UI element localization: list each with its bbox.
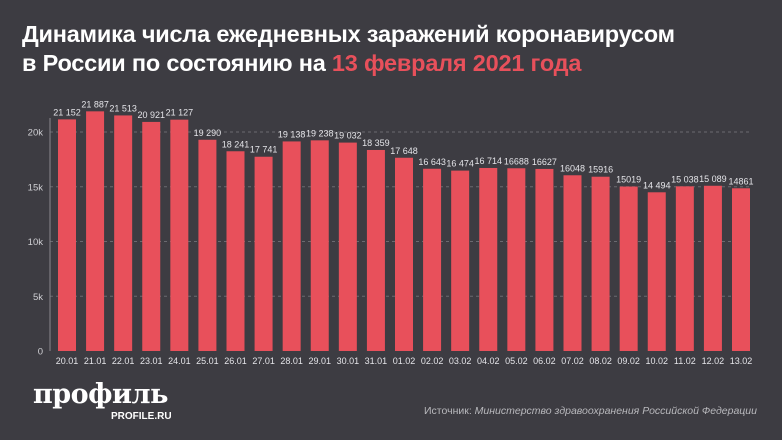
bar (198, 139, 217, 351)
source-label: Источник: (424, 405, 475, 417)
bar (423, 168, 442, 351)
y-tick-label: 15k (28, 182, 44, 193)
bar (366, 149, 385, 351)
x-tick-label: 11.02 (674, 356, 696, 366)
data-label: 19 032 (334, 131, 362, 141)
bar (282, 141, 301, 351)
x-tick-label: 26.01 (224, 356, 247, 366)
data-label: 15916 (588, 165, 613, 175)
data-label: 16 474 (446, 159, 474, 169)
x-tick-label: 09.02 (617, 356, 640, 366)
x-tick-label: 13.02 (730, 356, 753, 366)
x-tick-label: 21.01 (84, 356, 107, 366)
data-label: 15019 (616, 175, 641, 185)
x-tick-label: 10.02 (645, 356, 668, 366)
bar (563, 175, 582, 351)
bar (451, 170, 470, 351)
bar (675, 186, 694, 351)
bar (170, 119, 189, 351)
x-tick-label: 03.02 (449, 356, 472, 366)
data-label: 16048 (560, 163, 585, 173)
x-tick-label: 04.02 (477, 356, 500, 366)
bar (591, 176, 610, 351)
data-label: 17 648 (390, 146, 418, 156)
data-label: 19 238 (306, 128, 334, 138)
data-label: 14861 (728, 176, 753, 186)
bar (395, 157, 413, 351)
y-tick-label: 5k (33, 292, 43, 303)
data-label: 16 643 (418, 157, 446, 167)
bar (338, 142, 357, 351)
x-tick-label: 02.02 (421, 356, 444, 366)
y-tick-label: 10k (28, 237, 44, 248)
bar (142, 121, 161, 352)
data-label: 21 127 (166, 108, 194, 118)
data-label: 17 741 (250, 145, 278, 155)
data-label: 18 241 (222, 139, 250, 149)
title-line-2: в России по состоянию на 13 февраля 2021… (22, 49, 675, 78)
bar (507, 168, 526, 351)
data-label: 16 714 (474, 156, 502, 166)
x-tick-label: 05.02 (505, 356, 528, 366)
data-label: 15 089 (699, 174, 727, 184)
profile-logo: профиль (33, 379, 168, 410)
data-label: 18 359 (362, 138, 390, 148)
bar (647, 192, 666, 351)
bar (114, 115, 133, 351)
x-tick-label: 28.01 (280, 356, 303, 366)
x-tick-label: 22.01 (112, 356, 135, 366)
data-label: 21 887 (81, 99, 109, 109)
x-tick-label: 29.01 (308, 356, 331, 366)
data-label: 21 513 (109, 103, 137, 113)
chart-title: Динамика числа ежедневных заражений коро… (22, 20, 675, 78)
x-tick-label: 30.01 (337, 356, 360, 366)
data-label: 19 290 (194, 128, 222, 138)
data-label: 20 921 (137, 110, 165, 120)
data-label: 21 152 (53, 107, 81, 117)
bar (732, 188, 750, 351)
data-label: 16688 (504, 156, 529, 166)
x-tick-label: 24.01 (168, 356, 191, 366)
data-label: 14 494 (643, 180, 671, 190)
data-label: 15 038 (671, 174, 699, 184)
title-prefix: в России по состоянию на (22, 50, 332, 76)
bar (58, 119, 76, 352)
title-date: 13 февраля 2021 года (331, 50, 582, 76)
bar (86, 111, 105, 352)
x-tick-label: 01.02 (393, 356, 416, 366)
x-tick-label: 08.02 (589, 356, 612, 366)
bar (479, 167, 498, 351)
y-tick-label: 20k (28, 128, 44, 139)
data-label: 16627 (532, 157, 557, 167)
bar (226, 151, 245, 351)
x-tick-label: 06.02 (533, 356, 556, 366)
x-tick-label: 07.02 (561, 356, 584, 366)
bar (310, 140, 329, 351)
profile-logo-sub: PROFILE.RU (111, 411, 172, 422)
bar (254, 156, 273, 351)
source-text: Министерство здравоохранения Российской … (474, 405, 757, 417)
x-tick-label: 12.02 (702, 356, 725, 366)
source-note: Источник: Министерство здравоохранения Р… (424, 405, 757, 417)
bar (619, 186, 638, 351)
x-tick-label: 27.01 (252, 356, 275, 366)
bar (535, 168, 554, 351)
data-label: 19 138 (278, 129, 306, 139)
title-line-1: Динамика числа ежедневных заражений коро… (22, 21, 675, 47)
bar (703, 185, 722, 351)
x-tick-label: 20.01 (56, 356, 79, 366)
x-tick-label: 23.01 (140, 356, 163, 366)
x-tick-label: 31.01 (365, 356, 388, 366)
y-tick-label: 0 (38, 347, 43, 358)
x-tick-label: 25.01 (196, 356, 219, 366)
